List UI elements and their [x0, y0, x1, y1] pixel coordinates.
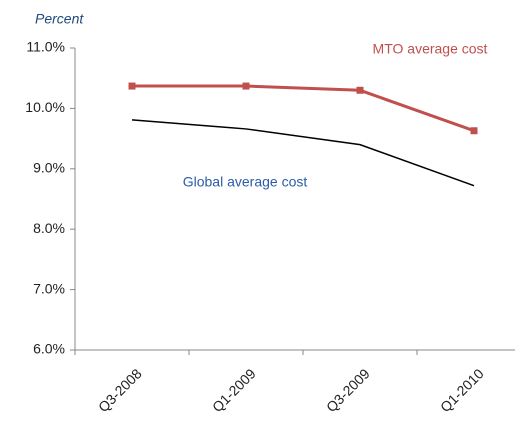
x-tick-label: Q3-2008 — [95, 365, 145, 415]
marker — [470, 127, 478, 135]
series-line — [131, 119, 475, 187]
y-tick-label: 6.0% — [33, 341, 65, 357]
series-line — [132, 84, 475, 133]
y-tick-label: 9.0% — [33, 160, 65, 176]
y-tick-label: 8.0% — [33, 220, 65, 236]
x-tick-label: Q1-2009 — [209, 365, 259, 415]
marker — [356, 86, 364, 94]
marker — [242, 82, 250, 90]
y-tick-label: 7.0% — [33, 280, 65, 296]
y-tick-label: 10.0% — [25, 99, 65, 115]
x-tick-label: Q1-2010 — [437, 365, 487, 415]
y-tick-label: 11.0% — [26, 39, 65, 55]
series-label: Global average cost — [183, 174, 308, 190]
series-label: MTO average cost — [373, 41, 488, 57]
x-tick-label: Q3-2009 — [323, 365, 373, 415]
marker — [128, 82, 136, 90]
axis-title: Percent — [35, 11, 84, 27]
